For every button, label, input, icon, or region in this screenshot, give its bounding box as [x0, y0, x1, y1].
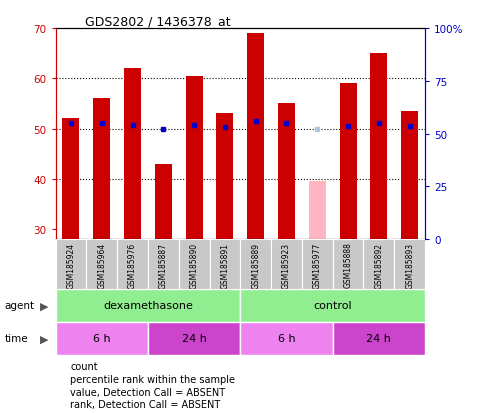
Text: GSM185923: GSM185923	[282, 242, 291, 288]
Text: agent: agent	[5, 301, 35, 311]
Text: rank, Detection Call = ABSENT: rank, Detection Call = ABSENT	[70, 399, 220, 409]
Text: 6 h: 6 h	[278, 334, 295, 344]
Text: control: control	[313, 301, 352, 311]
Bar	[185, 76, 202, 240]
Bar	[278, 104, 295, 240]
Bar	[124, 69, 141, 240]
Bar	[333, 240, 364, 289]
Text: GSM185924: GSM185924	[67, 242, 75, 288]
Bar	[240, 240, 271, 289]
Text: ▶: ▶	[40, 334, 49, 344]
Bar	[62, 119, 79, 240]
Bar	[86, 240, 117, 289]
Bar	[56, 289, 241, 322]
Bar	[370, 54, 387, 240]
Bar	[340, 84, 356, 240]
Text: count: count	[70, 361, 98, 371]
Bar	[333, 322, 425, 355]
Bar	[117, 240, 148, 289]
Bar	[247, 34, 264, 240]
Bar	[148, 322, 241, 355]
Text: GSM185890: GSM185890	[190, 242, 199, 288]
Text: GSM185888: GSM185888	[343, 242, 353, 288]
Bar	[155, 164, 172, 240]
Bar	[148, 240, 179, 289]
Text: GSM185889: GSM185889	[251, 242, 260, 288]
Text: dexamethasone: dexamethasone	[103, 301, 193, 311]
Bar	[56, 240, 86, 289]
Text: value, Detection Call = ABSENT: value, Detection Call = ABSENT	[70, 387, 225, 396]
Bar	[216, 114, 233, 240]
Text: GSM185892: GSM185892	[374, 242, 384, 288]
Text: 24 h: 24 h	[367, 334, 391, 344]
Text: time: time	[5, 334, 28, 344]
Bar	[364, 240, 394, 289]
Text: GSM185977: GSM185977	[313, 242, 322, 288]
Text: 6 h: 6 h	[93, 334, 111, 344]
Bar	[401, 112, 418, 240]
Bar	[240, 322, 333, 355]
Text: GDS2802 / 1436378_at: GDS2802 / 1436378_at	[85, 15, 231, 28]
Bar	[394, 240, 425, 289]
Text: GSM185887: GSM185887	[159, 242, 168, 288]
Bar	[179, 240, 210, 289]
Text: GSM185976: GSM185976	[128, 242, 137, 288]
Text: 24 h: 24 h	[182, 334, 207, 344]
Bar	[302, 240, 333, 289]
Bar	[56, 322, 148, 355]
Bar	[271, 240, 302, 289]
Text: GSM185893: GSM185893	[405, 242, 414, 288]
Bar	[309, 182, 326, 240]
Text: ▶: ▶	[40, 301, 49, 311]
Bar	[240, 289, 425, 322]
Text: GSM185891: GSM185891	[220, 242, 229, 288]
Bar	[93, 99, 110, 240]
Bar	[210, 240, 240, 289]
Text: percentile rank within the sample: percentile rank within the sample	[70, 374, 235, 384]
Text: GSM185964: GSM185964	[97, 242, 106, 288]
